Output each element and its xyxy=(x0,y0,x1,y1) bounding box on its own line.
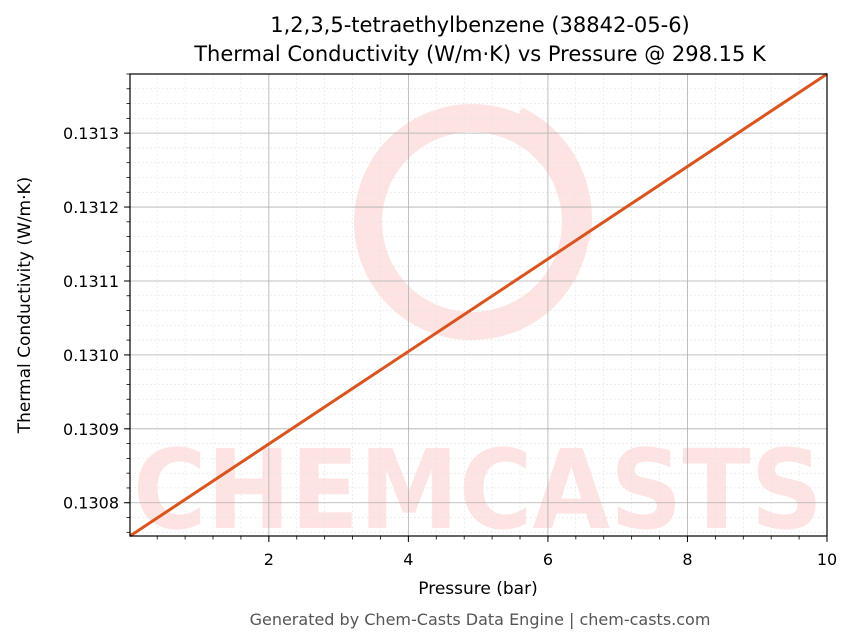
watermark-text: CHEMCASTS xyxy=(133,426,823,554)
x-tick-label: 4 xyxy=(403,550,413,569)
y-tick-label: 0.1312 xyxy=(63,198,119,217)
x-tick-label: 10 xyxy=(817,550,837,569)
plot-area: CHEMCASTS xyxy=(129,72,828,554)
series-layer xyxy=(129,72,828,538)
chart-title-line1: 1,2,3,5-tetraethylbenzene (38842-05-6) xyxy=(270,13,690,37)
grid-major xyxy=(130,74,827,536)
plot-frame xyxy=(129,73,828,537)
x-tick-label: 8 xyxy=(682,550,692,569)
footer-credit: Generated by Chem-Casts Data Engine | ch… xyxy=(250,610,711,629)
x-tick-label: 6 xyxy=(543,550,553,569)
chart-title-line2: Thermal Conductivity (W/m·K) vs Pressure… xyxy=(193,42,767,66)
watermark-swoosh xyxy=(517,107,592,241)
y-tick-label: 0.1311 xyxy=(63,272,119,291)
y-tick-label: 0.1310 xyxy=(63,346,119,365)
x-axis-ticks: 2 4 6 8 10 xyxy=(156,536,837,569)
y-axis-ticks: 0.1308 0.1309 0.1310 0.1311 0.1312 0.1313 xyxy=(63,73,130,533)
x-tick-label: 2 xyxy=(264,550,274,569)
y-tick-label: 0.1313 xyxy=(63,124,119,143)
y-tick-label: 0.1309 xyxy=(63,420,119,439)
y-axis-label: Thermal Conductivity (W/m·K) xyxy=(15,177,35,435)
y-tick-label: 0.1308 xyxy=(63,494,119,513)
series-line xyxy=(129,72,828,538)
x-axis-label: Pressure (bar) xyxy=(418,579,537,599)
